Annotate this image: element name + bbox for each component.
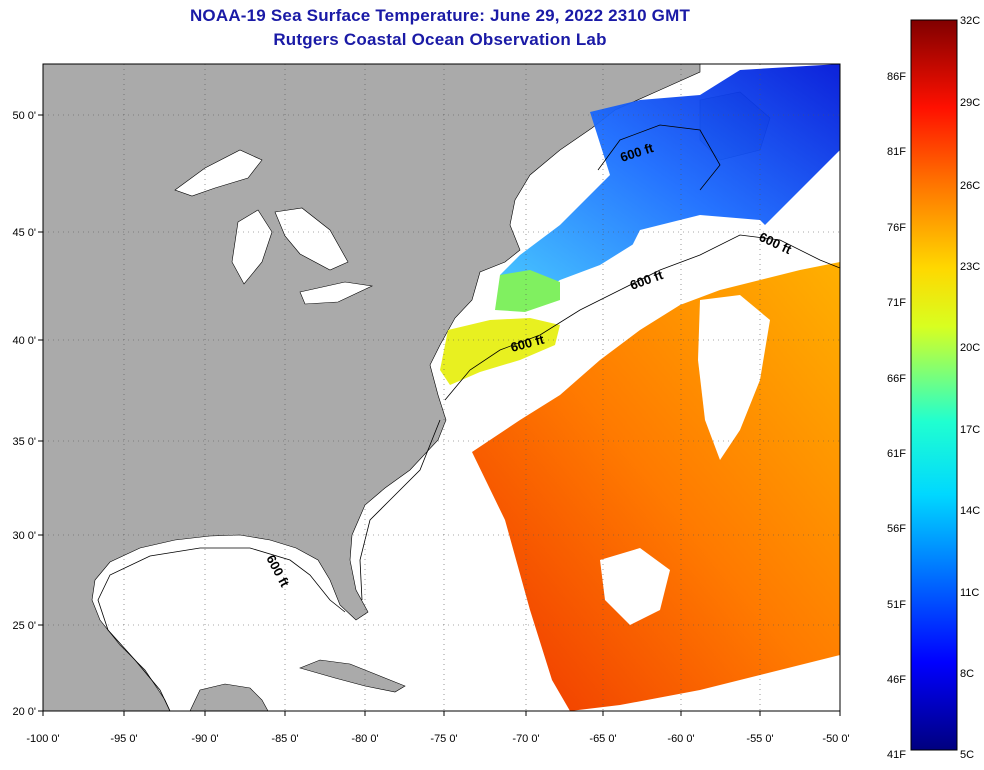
great-lakes	[174, 149, 374, 305]
land-cuba	[299, 659, 406, 693]
lon-tick-label: -80 0'	[351, 733, 378, 745]
shelf-water-green	[495, 270, 560, 312]
lon-tick-label: -75 0'	[430, 733, 457, 745]
colorbar-f-label: 76F	[887, 222, 906, 234]
map-subtitle: Rutgers Coastal Ocean Observation Lab	[273, 30, 607, 49]
lon-axis: -100 0' -95 0' -90 0' -85 0' -80 0' -75 …	[26, 711, 850, 745]
colorbar-c-label: 20C	[960, 342, 980, 354]
colorbar-f-label: 66F	[887, 373, 906, 385]
colorbar-min-f-label: 41F	[887, 749, 906, 761]
colorbar-c-label: 29C	[960, 97, 980, 109]
lat-tick-label: 50 0'	[12, 110, 36, 122]
colorbar-f-label: 51F	[887, 599, 906, 611]
map-title: NOAA-19 Sea Surface Temperature: June 29…	[189, 6, 691, 25]
lon-tick-label: -100 0'	[26, 733, 59, 745]
lat-tick-label: 35 0'	[12, 436, 36, 448]
colorbar-max-label: 32C	[960, 15, 980, 27]
land-yucatan	[189, 683, 269, 711]
lon-tick-label: -55 0'	[746, 733, 773, 745]
colorbar-c-label: 23C	[960, 261, 980, 273]
lon-tick-label: -60 0'	[667, 733, 694, 745]
colorbar-c-label: 8C	[960, 668, 974, 680]
cold-water-band	[500, 64, 840, 300]
lon-tick-label: -95 0'	[110, 733, 137, 745]
colorbar-c-label: 11C	[960, 587, 979, 599]
lat-tick-label: 20 0'	[12, 706, 36, 718]
isobath-600ft	[359, 419, 441, 601]
colorbar-c-label: 14C	[960, 505, 980, 517]
lat-tick-label: 40 0'	[12, 335, 36, 347]
colorbar-f-label: 61F	[887, 448, 906, 460]
colorbar-gradient	[910, 19, 958, 751]
colorbar-f-label: 86F	[887, 71, 906, 83]
lon-tick-label: -50 0'	[822, 733, 849, 745]
colorbar-f-label: 81F	[887, 146, 906, 158]
lat-tick-label: 45 0'	[12, 227, 36, 239]
lat-tick-label: 25 0'	[12, 620, 36, 632]
isobath-600ft	[597, 124, 721, 191]
colorbar-f-label: 71F	[887, 297, 906, 309]
lon-tick-label: -65 0'	[589, 733, 616, 745]
lon-tick-label: -90 0'	[191, 733, 218, 745]
land-north-america	[43, 64, 701, 711]
colorbar-c-label: 17C	[960, 424, 980, 436]
isobath-600ft	[444, 234, 840, 401]
lat-axis: 20 0' 25 0' 30 0' 35 0' 40 0' 45 0' 50 0…	[12, 110, 43, 718]
colorbar-f-label: 56F	[887, 523, 906, 535]
colorbar-c-label: 26C	[960, 180, 980, 192]
lat-tick-label: 30 0'	[12, 530, 36, 542]
lon-tick-label: -70 0'	[512, 733, 539, 745]
cloud-patch	[698, 295, 770, 460]
lon-tick-label: -85 0'	[271, 733, 298, 745]
colorbar-min-c-label: 5C	[960, 749, 974, 761]
colorbar: 32C 41F 5C 86F 81F 76F 71F 66F 61F 56F 5…	[887, 15, 980, 761]
cloud-patch	[600, 548, 670, 625]
isobath-600ft	[97, 547, 346, 711]
shelf-water-yellow	[440, 318, 560, 385]
colorbar-f-label: 46F	[887, 674, 906, 686]
